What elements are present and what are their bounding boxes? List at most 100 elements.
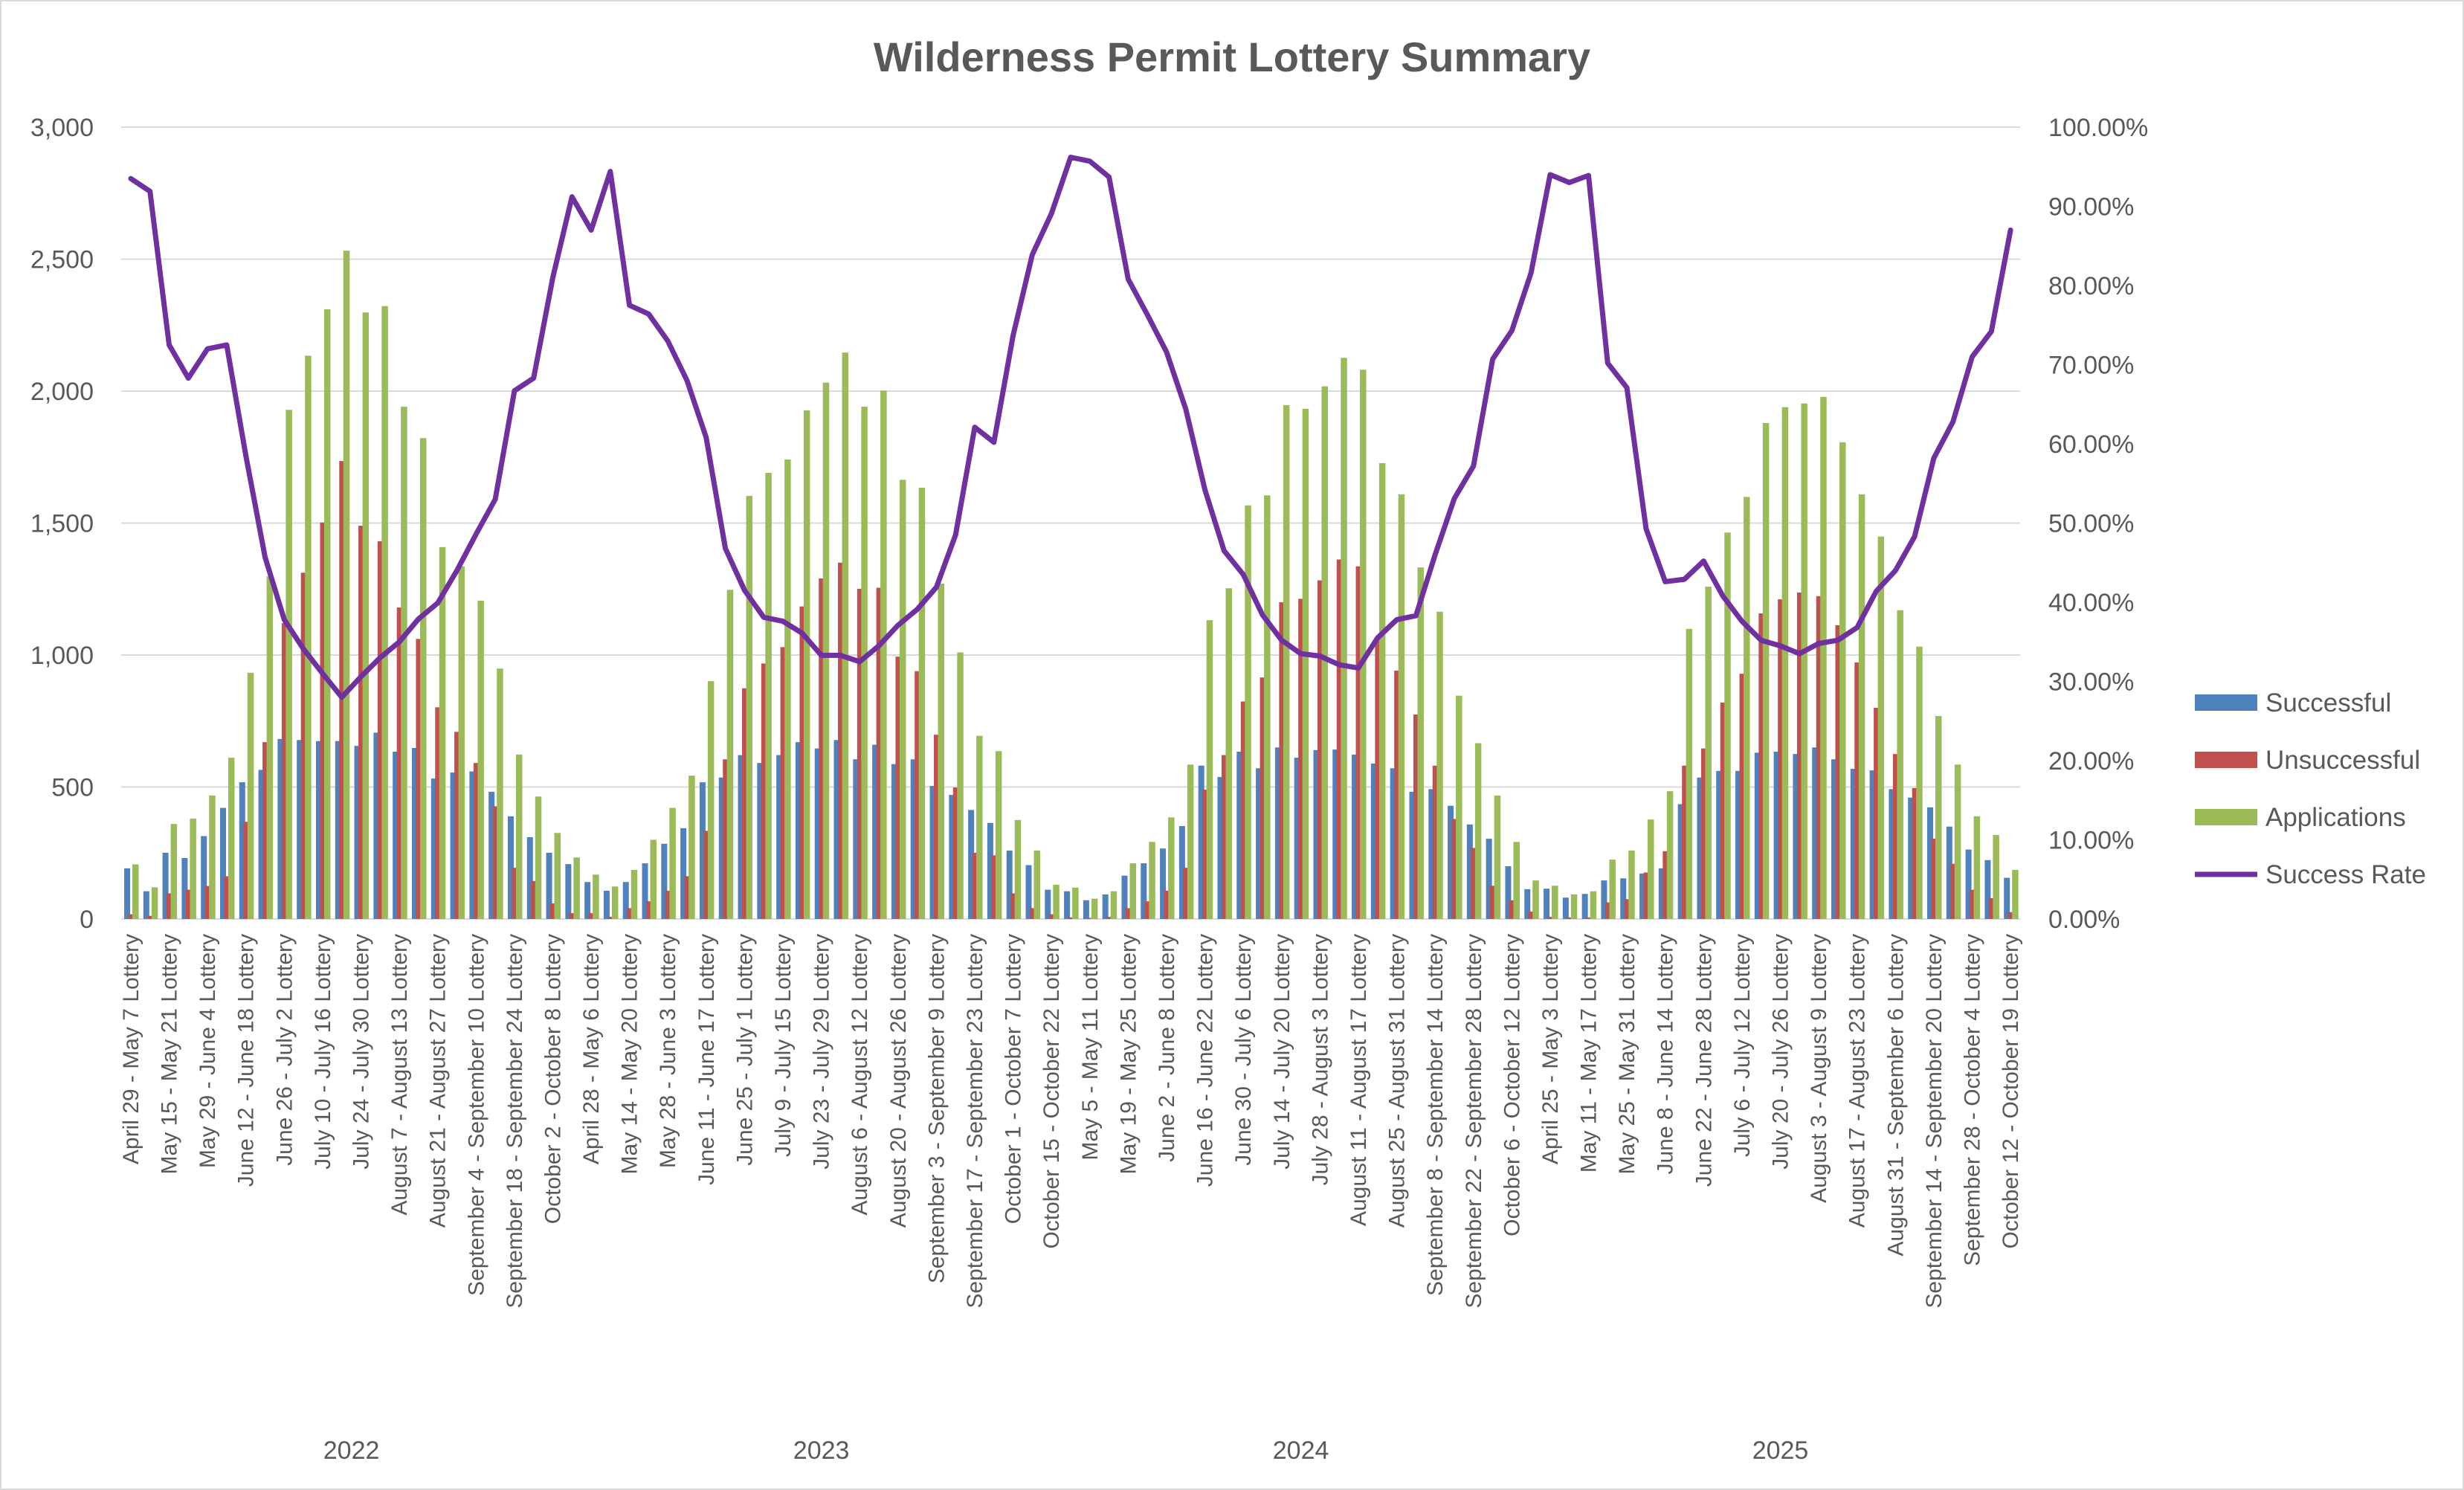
bar-successful	[2004, 877, 2010, 919]
bar-applications	[190, 819, 196, 919]
bar-unsuccessful	[435, 707, 441, 919]
bar-applications	[957, 652, 964, 919]
bar-unsuccessful	[607, 917, 613, 919]
bar-applications	[247, 672, 254, 919]
bar-applications	[1360, 370, 1367, 919]
bar-successful	[1677, 804, 1684, 919]
bar-successful	[143, 891, 149, 919]
bar-unsuccessful	[1758, 613, 1764, 919]
bar-successful	[315, 741, 322, 919]
bar-applications	[1762, 422, 1770, 919]
bar-applications	[1245, 505, 1251, 919]
category-label: August 17 - August 23 Lottery	[1845, 934, 1870, 1228]
bar-applications	[593, 874, 599, 919]
bar-successful	[469, 771, 476, 919]
category-label: October 12 - October 19 Lottery	[1999, 934, 2023, 1249]
bar-successful	[1735, 770, 1742, 919]
bar-successful	[929, 786, 936, 919]
bar-unsuccessful	[358, 526, 364, 919]
bar-applications	[1973, 816, 1981, 919]
bar-successful	[219, 807, 226, 919]
category-label: September 17 - September 23 Lottery	[963, 934, 987, 1309]
category-label: July 14 - July 20 Lottery	[1270, 934, 1294, 1170]
bar-successful	[1370, 763, 1377, 919]
category-label: October 1 - October 7 Lottery	[1002, 934, 1026, 1224]
bar-successful	[776, 755, 783, 919]
bar-successful	[1256, 768, 1262, 919]
bar-successful	[622, 882, 629, 919]
bar-applications	[861, 406, 868, 919]
right-tick-label: 20.00%	[2048, 747, 2134, 775]
bar-applications	[209, 795, 216, 919]
bar-successful	[1965, 849, 1972, 919]
success-rate-line-group	[128, 155, 2013, 700]
bar-applications	[1417, 567, 1424, 919]
bar-applications	[305, 355, 312, 919]
bar-successful	[1544, 888, 1550, 919]
bar-successful	[1390, 768, 1396, 919]
bar-successful	[411, 747, 418, 919]
bar-applications	[976, 735, 983, 919]
bar-unsuccessful	[1912, 787, 1918, 919]
bar-successful	[526, 836, 533, 919]
bar-unsuccessful	[799, 606, 805, 919]
left-tick-label: 0	[80, 906, 94, 934]
bar-unsuccessful	[876, 587, 882, 919]
bar-unsuccessful	[128, 914, 134, 919]
bar-successful	[162, 852, 169, 919]
right-axis: 0.00% 10.00% 20.00% 30.00% 40.00% 50.00% 60.00…	[2048, 114, 2148, 934]
category-label: July 10 - July 16 Lottery	[311, 934, 335, 1170]
bar-unsuccessful	[1567, 917, 1573, 919]
bar-applications	[458, 566, 465, 919]
bar-unsuccessful	[1528, 912, 1534, 919]
category-label: September 18 - September 24 Lottery	[503, 934, 527, 1309]
legend-item: Success Rate	[2195, 860, 2426, 889]
left-tick-label: 3,000	[30, 114, 94, 142]
bar-applications	[707, 681, 715, 919]
category-label: September 3 - September 9 Lottery	[924, 934, 949, 1283]
bar-successful	[1160, 848, 1167, 919]
bar-applications	[381, 306, 388, 919]
bar-unsuccessful	[531, 880, 537, 919]
bar-applications	[1321, 386, 1328, 919]
category-label: April 25 - May 3 Lottery	[1538, 934, 1563, 1164]
bar-applications	[995, 751, 1002, 919]
bar-successful	[1601, 880, 1607, 919]
category-label: April 29 - May 7 Lottery	[119, 934, 143, 1164]
bar-unsuccessful	[185, 889, 191, 919]
bar-successful	[603, 891, 610, 919]
category-label: June 2 - June 8 Lottery	[1155, 934, 1179, 1162]
year-label: 2024	[1273, 1436, 1329, 1465]
bar-applications	[1206, 620, 1213, 919]
category-label: August 25 - August 31 Lottery	[1385, 934, 1410, 1228]
bar-successful	[124, 868, 130, 919]
bar-applications	[1513, 842, 1520, 919]
bar-unsuccessful	[167, 893, 172, 919]
bar-successful	[891, 764, 897, 919]
bar-applications	[1877, 536, 1885, 919]
bar-applications	[880, 390, 887, 919]
bar-successful	[488, 791, 495, 919]
left-tick-label: 1,000	[30, 642, 94, 670]
legend-item: Applications	[2195, 803, 2406, 832]
bar-unsuccessful	[742, 688, 748, 919]
legend-swatch	[2195, 694, 2257, 711]
bar-unsuccessful	[1490, 886, 1496, 919]
bar-applications	[170, 824, 178, 919]
bar-applications	[419, 438, 427, 919]
bar-unsuccessful	[473, 763, 479, 919]
bar-applications	[688, 775, 695, 919]
bar-applications	[1072, 887, 1079, 919]
category-label: June 26 - July 2 Lottery	[272, 934, 297, 1166]
bar-applications	[266, 576, 274, 919]
bar-unsuccessful	[1643, 872, 1649, 919]
bar-successful	[738, 755, 744, 919]
bar-applications	[650, 839, 657, 919]
right-tick-label: 30.00%	[2048, 668, 2134, 697]
bar-unsuccessful	[1816, 596, 1822, 919]
bar-successful	[872, 744, 879, 919]
bar-successful	[1850, 769, 1857, 919]
bar-unsuccessful	[1624, 899, 1630, 919]
bar-unsuccessful	[703, 831, 709, 919]
